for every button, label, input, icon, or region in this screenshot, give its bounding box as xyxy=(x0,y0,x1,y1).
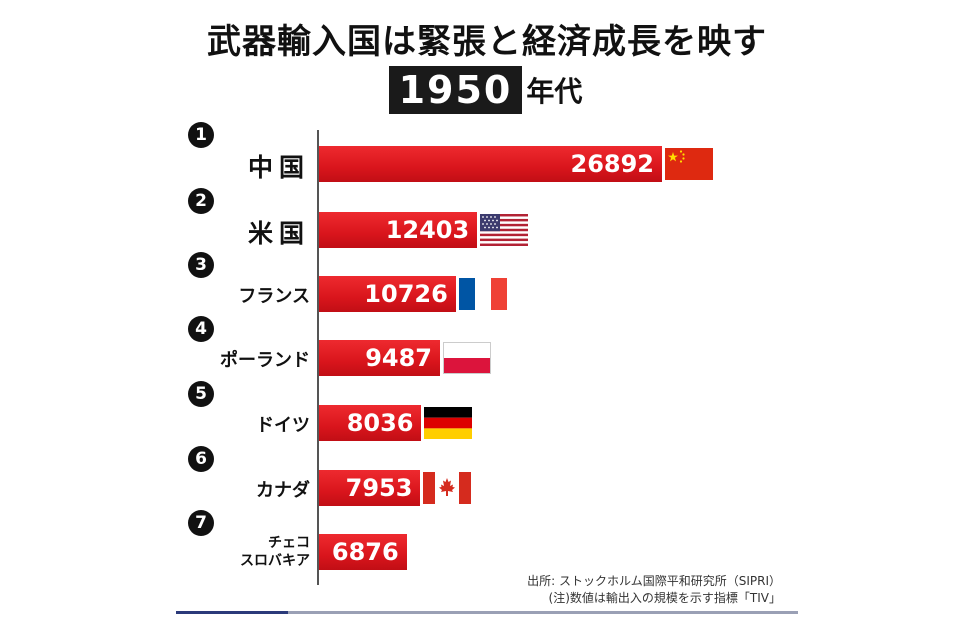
bar-china xyxy=(319,146,662,182)
value-label: 12403 xyxy=(385,216,470,244)
country-label-line2: スロバキア xyxy=(240,553,310,569)
country-label-china: 中国 xyxy=(247,153,310,182)
decade-suffix: 年代 xyxy=(526,75,583,108)
value-label: 26892 xyxy=(570,150,655,178)
country-label-france: フランス xyxy=(238,286,310,307)
bar-czechoslovakia xyxy=(319,534,407,570)
rank-badge: 4 xyxy=(188,316,214,342)
country-label-poland: ポーランド xyxy=(220,350,310,371)
bar-usa xyxy=(319,212,478,248)
value-label: 6876 xyxy=(331,538,399,566)
rank-badge: 1 xyxy=(188,122,214,148)
germany-flag-icon xyxy=(424,407,473,439)
chart-title: 武器輸入国は緊張と経済成長を映す xyxy=(207,22,767,62)
bottom-divider xyxy=(176,611,798,614)
source-note: 出所: ストックホルム国際平和研究所（SIPRI） (注)数値は輸出入の規模を示… xyxy=(527,572,781,606)
bar-france xyxy=(319,276,456,312)
decade-year: 1950 xyxy=(388,66,523,114)
decade-heading: 1950 年代 xyxy=(0,66,971,114)
value-label: 10726 xyxy=(364,280,448,308)
bar-poland xyxy=(319,340,440,376)
bar-germany xyxy=(319,405,422,441)
china-flag-icon xyxy=(665,148,713,180)
rank-badge: 7 xyxy=(188,510,214,536)
country-label-usa: 米国 xyxy=(247,219,310,248)
country-label-germany: ドイツ xyxy=(256,415,310,436)
rank-badge: 3 xyxy=(188,252,214,278)
value-label: 7953 xyxy=(345,474,413,502)
value-axis-line xyxy=(317,130,319,585)
value-label: 9487 xyxy=(365,344,432,372)
country-label-line1: チェコ xyxy=(268,535,310,551)
bar-canada xyxy=(319,470,421,506)
usa-flag-icon xyxy=(480,214,529,246)
rank-badge: 6 xyxy=(188,446,214,472)
source-note-line: (注)数値は輸出入の規模を示す指標「TIV」 xyxy=(548,591,781,605)
canada-flag-icon xyxy=(423,472,472,504)
france-flag-icon xyxy=(458,278,507,310)
rank-badge: 5 xyxy=(188,381,214,407)
country-label-czechoslovakia: チェコ スロバキア xyxy=(240,534,310,570)
country-label-canada: カナダ xyxy=(256,480,310,501)
poland-flag-icon xyxy=(443,342,491,374)
rank-badge: 2 xyxy=(188,188,214,214)
source-line: 出所: ストックホルム国際平和研究所（SIPRI） xyxy=(527,574,781,588)
value-label: 8036 xyxy=(346,409,414,437)
